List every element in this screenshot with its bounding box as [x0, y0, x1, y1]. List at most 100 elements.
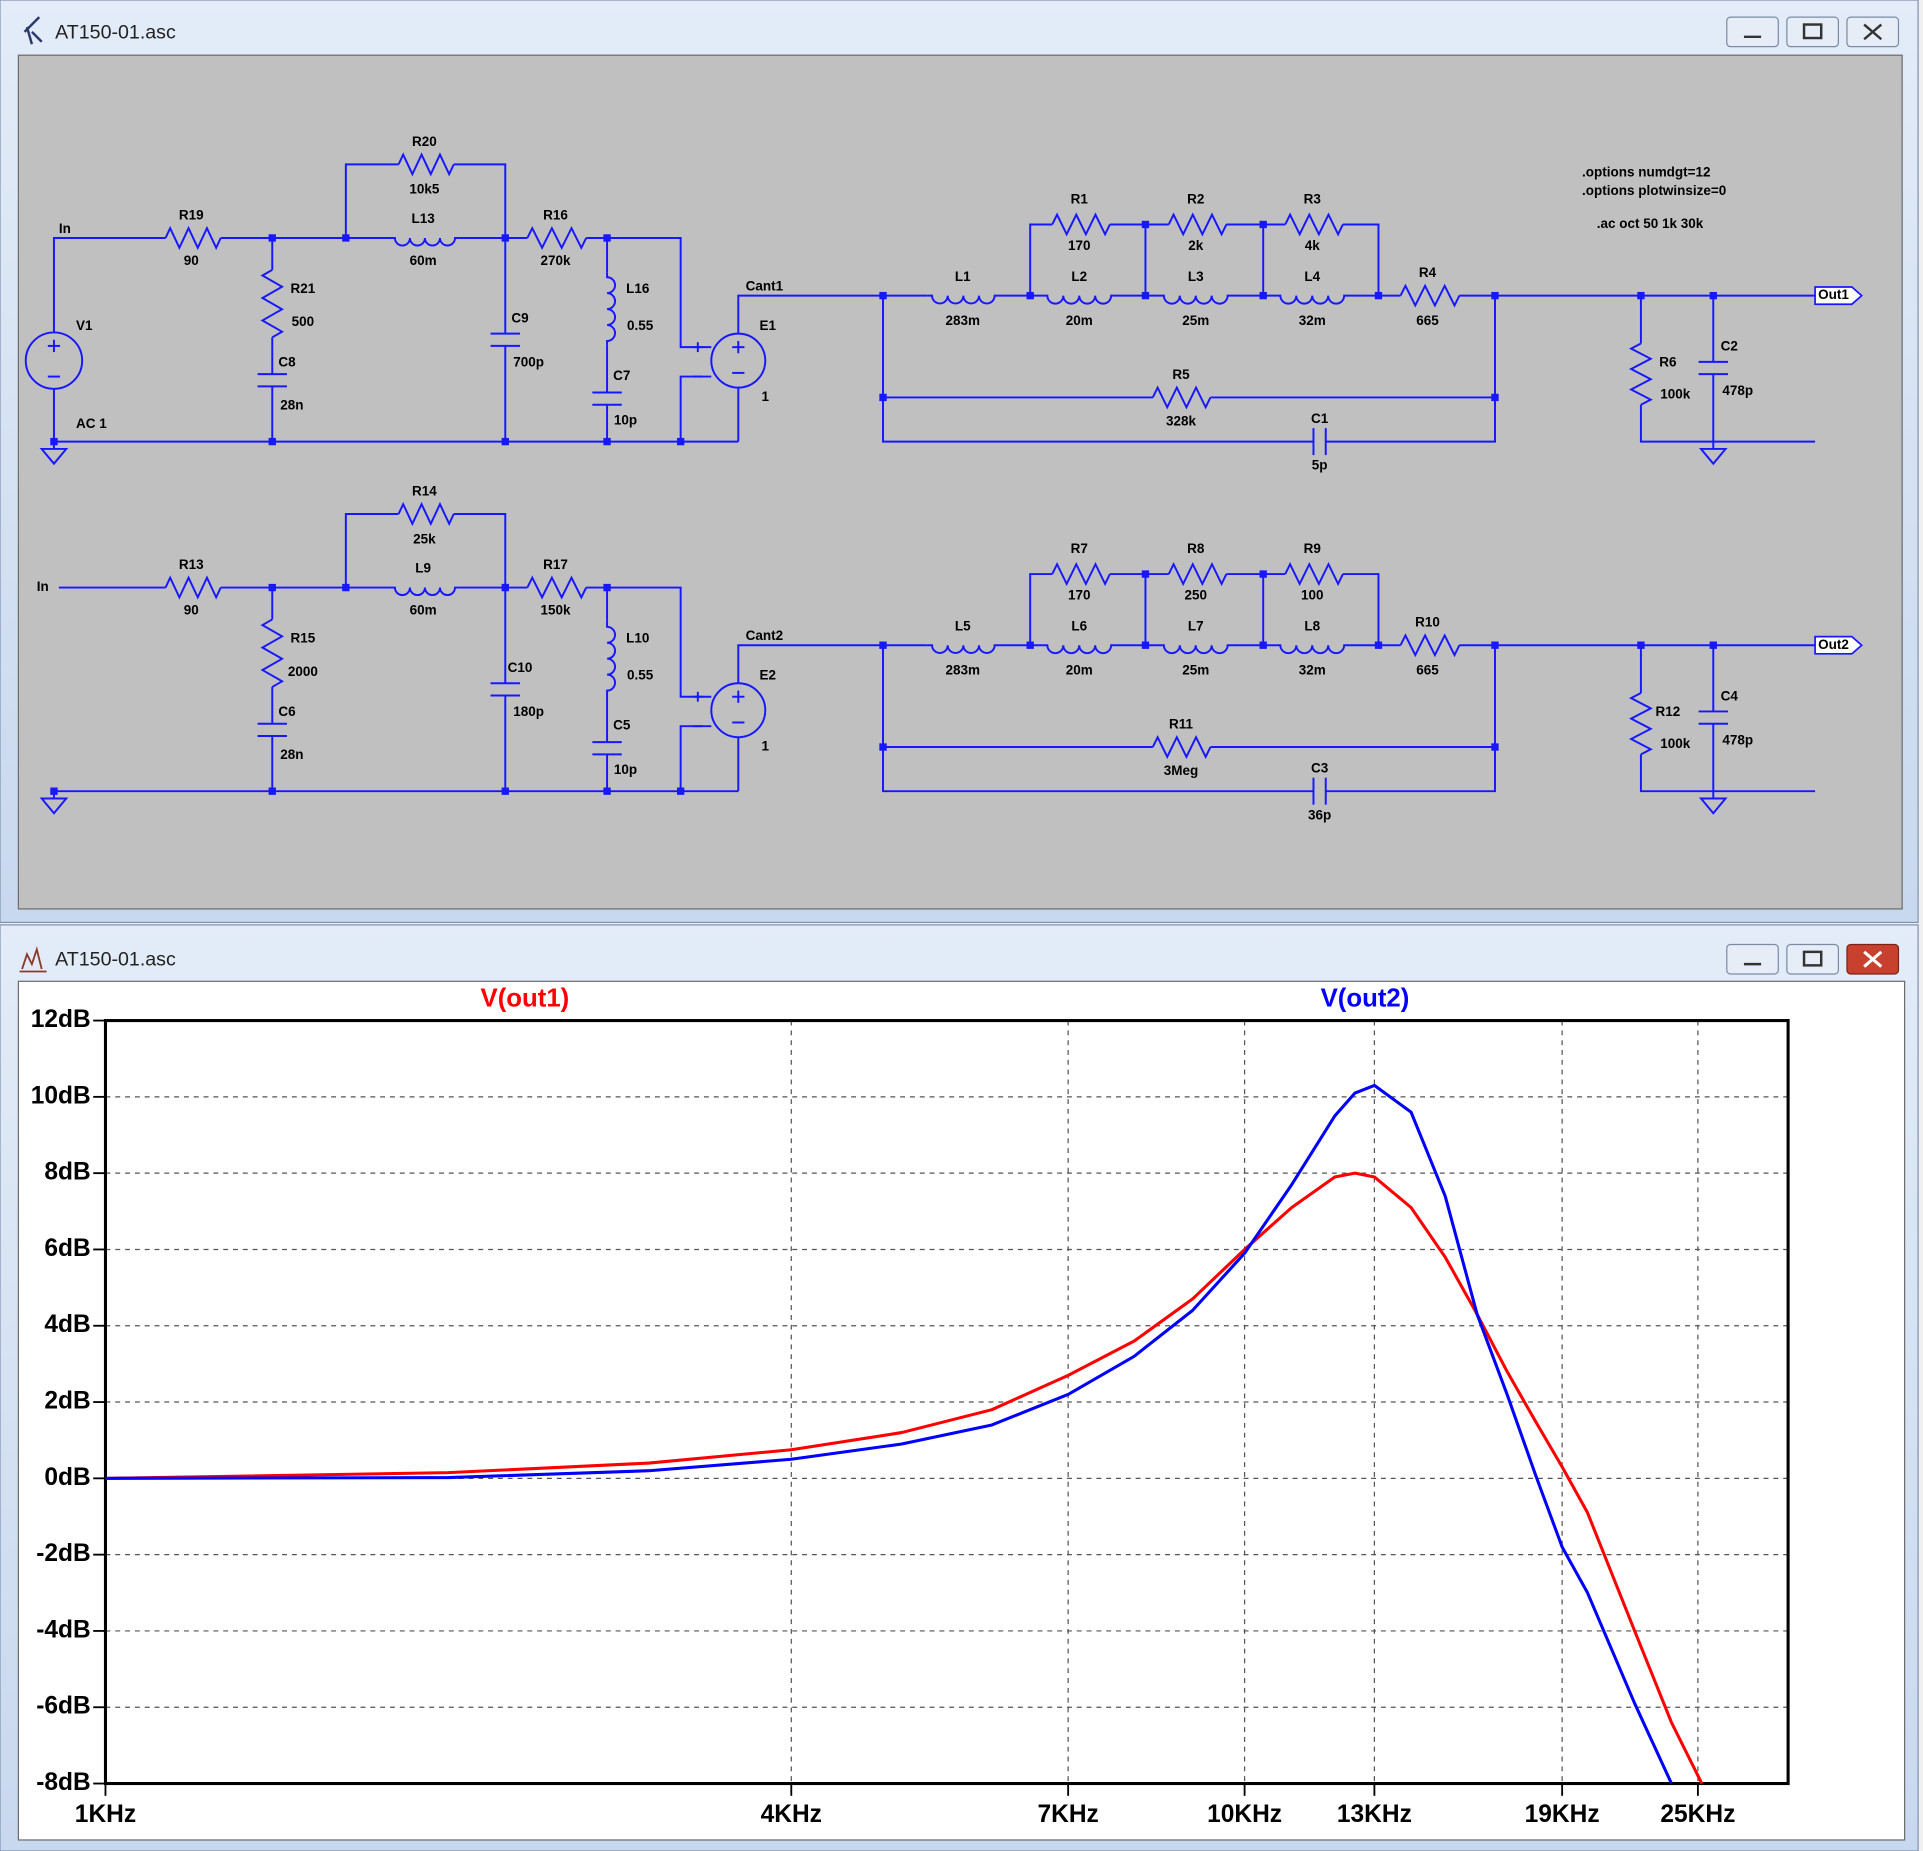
app-icon: [23, 16, 43, 45]
net-label: Cant2: [746, 628, 783, 643]
x-tick-label: 1KHz: [75, 1801, 136, 1828]
maximize-button[interactable]: [1786, 943, 1839, 975]
output-flag: [1814, 286, 1863, 306]
spice-directive: .ac oct 50 1k 30k: [1597, 216, 1704, 231]
junction: [1637, 291, 1645, 300]
window-controls[interactable]: [1726, 943, 1900, 975]
component-name: L3: [1188, 269, 1204, 284]
component-value: 10p: [614, 412, 637, 427]
junction: [1374, 641, 1383, 649]
wire: [1639, 404, 1816, 443]
inductor: [1042, 294, 1117, 305]
junction: [1491, 393, 1499, 402]
component-value: 1: [762, 739, 770, 754]
component-value: 20m: [1066, 313, 1093, 328]
output-label: Out1: [1818, 287, 1849, 302]
component-name: R15: [291, 631, 316, 646]
wire: [453, 163, 507, 334]
component: [1628, 692, 1653, 756]
resistor: [1051, 212, 1111, 237]
component-value: 25k: [413, 531, 436, 546]
resistor: [260, 618, 285, 688]
component-value: 60m: [410, 602, 437, 617]
component: [257, 722, 287, 737]
junction: [268, 583, 276, 592]
inductor: [1042, 644, 1117, 655]
junction: [1374, 291, 1383, 300]
component-name: L10: [626, 631, 649, 646]
component-value: 1: [762, 389, 770, 404]
component-value: 0.55: [627, 667, 654, 682]
x-tick-label: 10KHz: [1207, 1801, 1282, 1828]
minimize-button[interactable]: [1726, 16, 1779, 48]
window-controls[interactable]: [1726, 16, 1900, 48]
component-value: 28n: [280, 398, 303, 413]
component-value: 28n: [280, 747, 303, 762]
junction: [1259, 641, 1267, 649]
output-flag: [1814, 635, 1863, 655]
component-name: R11: [1169, 717, 1193, 732]
component: [592, 741, 622, 756]
junction: [1259, 570, 1267, 578]
component-name: R19: [179, 207, 204, 222]
component: [1042, 294, 1117, 305]
component: [1698, 360, 1729, 376]
series-line: [105, 1171, 1704, 1785]
junction: [501, 234, 509, 242]
component: [606, 621, 616, 696]
wire: [344, 163, 399, 238]
component-name: C10: [508, 660, 533, 675]
component: [1151, 385, 1212, 410]
component-name: L1: [955, 269, 971, 284]
component-name: R21: [291, 281, 316, 296]
plot-frame: [103, 1019, 1790, 1786]
x-tick-label: 4KHz: [761, 1801, 822, 1828]
wire: [1029, 223, 1053, 296]
source-value: AC 1: [76, 416, 107, 431]
spice-directive: .options plotwinsize=0: [1582, 183, 1726, 198]
component: [1051, 212, 1111, 237]
junction: [603, 437, 611, 446]
junction: [1491, 291, 1499, 300]
resistor: [260, 269, 285, 339]
ground: [39, 441, 69, 466]
component: [1312, 777, 1327, 805]
maximize-button[interactable]: [1786, 16, 1839, 48]
component-value: 478p: [1722, 732, 1753, 747]
component-name: R10: [1415, 615, 1440, 630]
component: [389, 236, 460, 247]
ground: [39, 791, 69, 815]
resistor: [1167, 212, 1228, 237]
y-tick-label: 2dB: [44, 1388, 90, 1415]
resistor: [1399, 283, 1461, 308]
resistor: [1151, 734, 1212, 760]
component: [1312, 428, 1327, 456]
component-value: 60m: [410, 253, 437, 268]
y-tick-label: 0dB: [44, 1464, 90, 1491]
junction: [1637, 641, 1645, 649]
component-value: 665: [1416, 663, 1439, 678]
wire: [344, 512, 399, 588]
junction: [268, 234, 276, 242]
component: [526, 225, 588, 250]
component: [490, 682, 520, 697]
inductor: [927, 644, 1000, 654]
junction: [676, 437, 685, 446]
y-tick-label: 8dB: [44, 1159, 90, 1186]
component-name: L13: [411, 211, 435, 226]
component-value: 10p: [614, 762, 637, 777]
component: [592, 391, 622, 406]
component-value: 170: [1068, 588, 1090, 603]
app-icon: [19, 946, 47, 973]
component-value: 90: [184, 253, 199, 268]
component-name: R14: [412, 483, 437, 498]
component: [526, 575, 588, 600]
component-name: R7: [1071, 541, 1088, 556]
y-tick-label: 12dB: [31, 1006, 91, 1033]
component: [1284, 562, 1344, 587]
component: [164, 575, 222, 600]
minimize-button[interactable]: [1726, 943, 1779, 975]
component-name: R16: [543, 207, 568, 222]
component-value: 2k: [1188, 238, 1203, 253]
component-value: 700p: [513, 355, 544, 370]
